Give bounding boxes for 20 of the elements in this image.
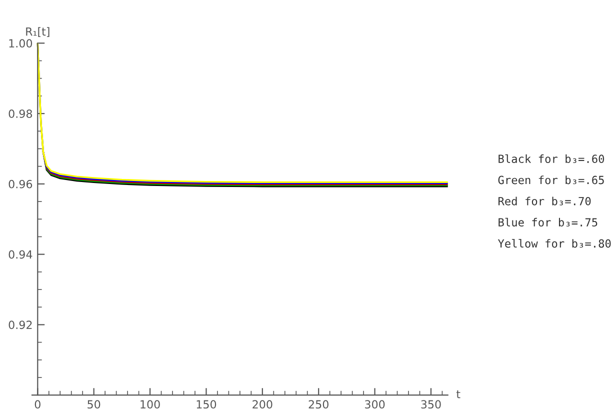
y-tick-label: 0.96 <box>8 180 32 188</box>
y-tick-label: 0.92 <box>8 320 32 330</box>
x-tick-label: 150 <box>196 400 216 409</box>
text: Yellow for b₃=.80 <box>498 239 611 248</box>
x-axis-title: t <box>456 390 460 398</box>
x-tick-label: 100 <box>140 400 160 409</box>
x-tick-label: 200 <box>252 400 272 409</box>
text: Black for b₃=.60 <box>498 154 604 164</box>
y-tick-label: 0.98 <box>8 110 32 118</box>
x-tick-label: 300 <box>365 400 385 409</box>
y-tick-label: 1.00 <box>9 39 32 48</box>
text: Blue for b₃=.75 <box>498 218 598 227</box>
x-tick-label: 0 <box>34 400 40 409</box>
x-tick-label: 350 <box>421 400 441 409</box>
x-tick-label: 50 <box>88 400 100 409</box>
y-tick-label: 0.94 <box>8 250 32 259</box>
x-tick-label: 250 <box>308 400 328 409</box>
y-axis-title: R₁[t] <box>26 27 50 38</box>
text: Red for b₃=.70 <box>498 196 591 206</box>
text: Green for b₃=.65 <box>498 176 604 184</box>
